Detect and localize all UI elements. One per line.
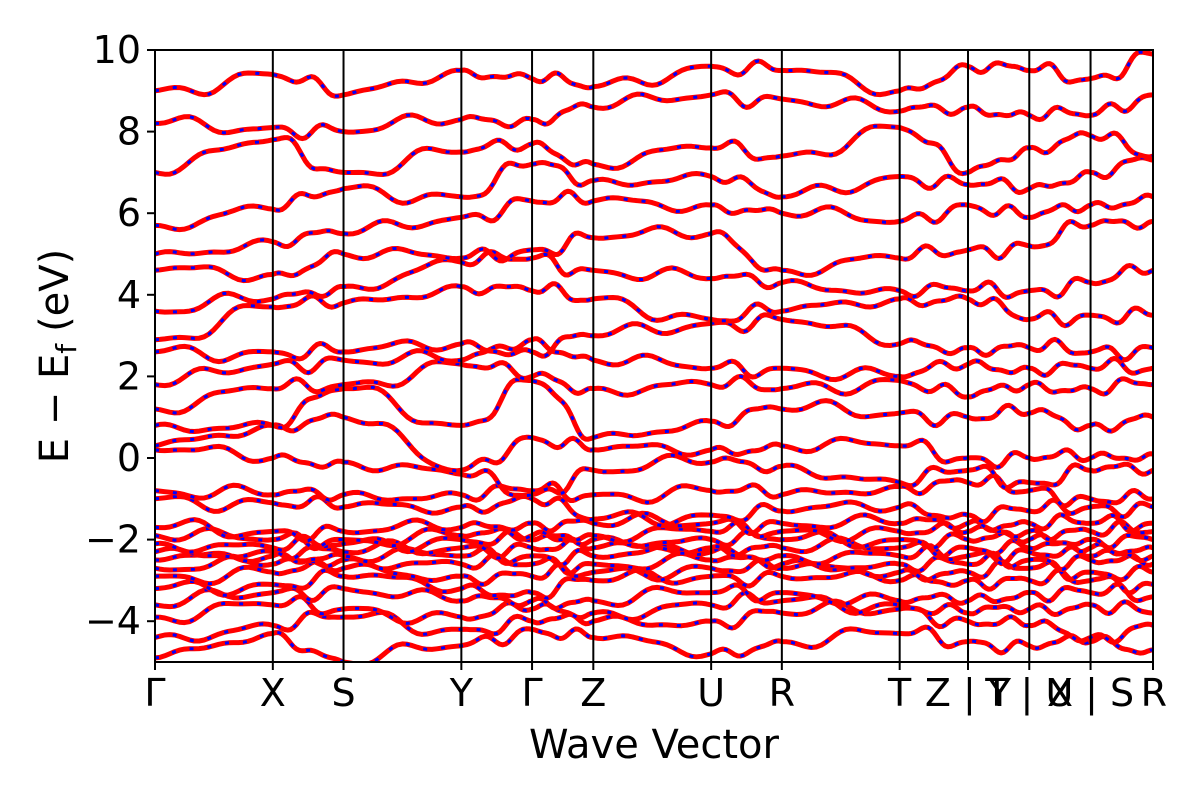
y-axis-ticks: 10 8 6 4 2 0 −2 −4 xyxy=(85,28,155,643)
bands-layer xyxy=(155,50,1153,662)
x-tick-label-4: Γ xyxy=(521,671,542,715)
x-tick-label-10: T | U xyxy=(984,671,1073,716)
y-tick-label-1: 8 xyxy=(117,110,141,154)
x-tick-label-8: T xyxy=(887,671,912,715)
x-tick-label-6: U xyxy=(697,671,725,715)
band-line-red-24 xyxy=(155,155,1153,233)
x-axis-label: Wave Vector xyxy=(529,722,780,768)
y-tick-label-0: 10 xyxy=(93,28,141,72)
band-line-red-26 xyxy=(155,89,1153,142)
x-tick-label-9: Z | Y xyxy=(925,671,1012,716)
y-tick-label-6: −2 xyxy=(85,518,141,562)
plot-frame xyxy=(154,49,1154,663)
y-axis-label-unit: (eV) xyxy=(32,249,78,332)
high-symmetry-lines xyxy=(271,50,1092,662)
x-tick-label-1: X xyxy=(260,671,286,715)
x-tick-label-5: Z xyxy=(580,671,606,715)
band-line-blue-0 xyxy=(155,625,1153,662)
y-tick-label-7: −4 xyxy=(85,599,141,643)
y-axis-label-main: E − E xyxy=(32,354,78,464)
band-line-red-25 xyxy=(155,123,1153,177)
band-line-red-13 xyxy=(155,472,1153,509)
y-tick-label-4: 2 xyxy=(117,354,141,398)
y-tick-label-3: 4 xyxy=(117,273,141,317)
x-tick-label-12: R xyxy=(1141,671,1167,715)
band-line-red-23 xyxy=(155,188,1153,257)
x-tick-label-2: S xyxy=(331,671,355,715)
y-axis-label: E − Ef (eV) xyxy=(32,249,83,464)
band-line-red-27 xyxy=(155,50,1153,99)
y-axis-label-subscript: f xyxy=(50,343,83,354)
x-tick-label-3: Y xyxy=(449,671,474,715)
x-tick-label-11: X | S xyxy=(1047,671,1134,716)
x-tick-label-0: Γ xyxy=(144,671,165,715)
y-tick-label-5: 0 xyxy=(117,436,141,480)
x-tick-label-7: R xyxy=(769,671,795,715)
band-line-blue-27 xyxy=(155,50,1153,98)
band-line-red-0 xyxy=(155,624,1153,662)
band-line-red-22 xyxy=(155,218,1153,284)
y-tick-label-2: 6 xyxy=(117,191,141,235)
